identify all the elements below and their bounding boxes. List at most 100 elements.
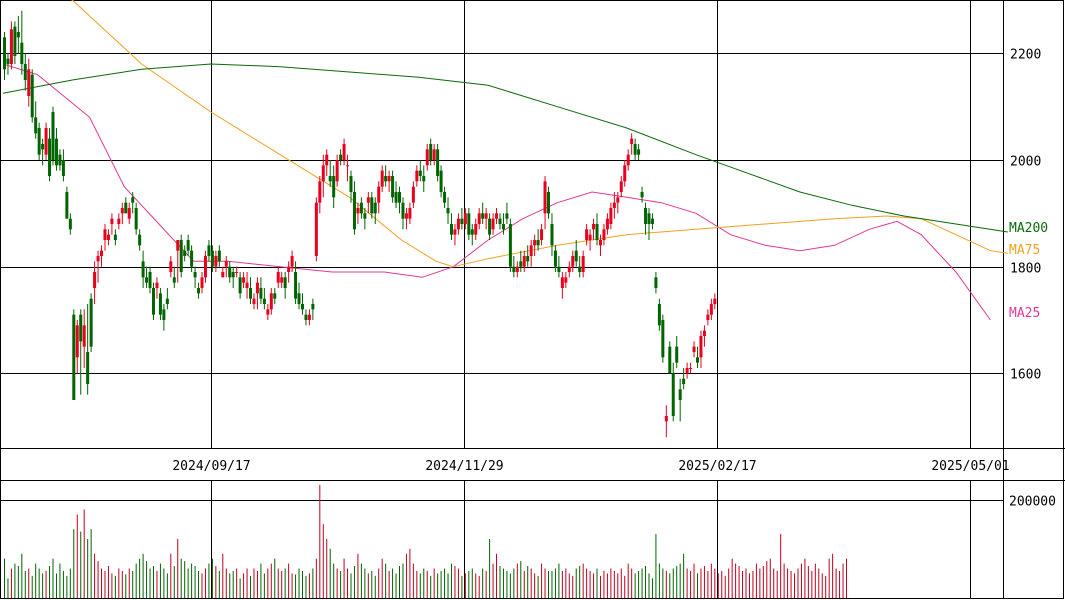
candle-body bbox=[266, 309, 270, 315]
candle-body bbox=[151, 288, 155, 315]
candle-body bbox=[54, 138, 58, 166]
candle-body bbox=[595, 224, 599, 240]
candle-body bbox=[449, 224, 453, 235]
candle-body bbox=[547, 192, 551, 214]
candle-body bbox=[675, 346, 679, 363]
candle-body bbox=[13, 26, 17, 56]
candle-body bbox=[522, 256, 526, 267]
candle-body bbox=[34, 117, 38, 134]
candle-body bbox=[543, 181, 547, 214]
candle-body bbox=[124, 202, 128, 214]
candle-body bbox=[432, 149, 436, 160]
candle-body bbox=[72, 314, 76, 400]
ma-label-ma75: MA75 bbox=[1009, 243, 1040, 258]
candle-body bbox=[460, 218, 464, 224]
candle-body bbox=[574, 250, 578, 262]
candle-body bbox=[692, 346, 696, 352]
candle-body bbox=[259, 288, 263, 299]
x-tick-label: 2024/09/17 bbox=[172, 459, 250, 474]
candle-body bbox=[467, 213, 471, 235]
ma-label-ma200: MA200 bbox=[1009, 221, 1048, 236]
candle-body bbox=[463, 213, 467, 224]
candle-body bbox=[512, 266, 516, 272]
candle-body bbox=[411, 186, 415, 203]
candle-body bbox=[127, 208, 131, 219]
candle-body bbox=[377, 186, 381, 203]
volume-grid bbox=[0, 480, 1003, 598]
candle-body bbox=[155, 282, 159, 288]
candle-body bbox=[498, 218, 502, 224]
candle-body bbox=[332, 176, 336, 198]
candle-body bbox=[689, 368, 693, 369]
candle-body bbox=[481, 213, 485, 219]
candle-body bbox=[456, 218, 460, 230]
candle-body bbox=[23, 64, 27, 80]
candle-body bbox=[117, 218, 121, 224]
candle-body bbox=[644, 208, 648, 224]
candle-body bbox=[401, 202, 405, 219]
candle-body bbox=[217, 250, 221, 262]
candle-body bbox=[630, 138, 634, 144]
candle-body bbox=[186, 240, 190, 251]
candle-body bbox=[203, 256, 207, 278]
candle-body bbox=[106, 234, 110, 240]
candle-body bbox=[89, 298, 93, 347]
candle-body bbox=[398, 192, 402, 203]
candle-body bbox=[696, 357, 699, 363]
candle-body bbox=[210, 250, 214, 267]
candle-body bbox=[235, 272, 239, 273]
axis-labels: 1600 1800 2000 2200 2024/09/17 2024/11/29 2025… bbox=[172, 48, 1056, 510]
candle-body bbox=[138, 234, 142, 246]
candle-body bbox=[193, 272, 197, 278]
volume-bars bbox=[4, 484, 847, 598]
candle-body bbox=[200, 277, 204, 288]
candle-body bbox=[578, 266, 582, 272]
candle-body bbox=[307, 314, 311, 320]
candle-body bbox=[41, 144, 45, 150]
candle-body bbox=[581, 256, 585, 272]
candle-body bbox=[637, 149, 641, 155]
candle-body bbox=[197, 288, 201, 294]
candle-body bbox=[540, 229, 544, 240]
candle-body bbox=[96, 256, 100, 262]
candle-body bbox=[190, 250, 194, 267]
candle-body bbox=[422, 176, 426, 182]
candle-body bbox=[352, 192, 356, 230]
candle-body bbox=[685, 368, 689, 374]
candle-body bbox=[602, 229, 606, 240]
candle-body bbox=[328, 176, 332, 182]
x-tick-label: 2025/05/01 bbox=[931, 459, 1009, 474]
candle-body bbox=[172, 277, 176, 283]
candle-body bbox=[623, 165, 627, 182]
candle-body bbox=[664, 416, 668, 422]
candle-body bbox=[314, 202, 318, 256]
candle-body bbox=[633, 144, 637, 155]
candle-body bbox=[75, 325, 79, 358]
candle-body bbox=[6, 58, 10, 64]
candle-body bbox=[654, 277, 658, 288]
y-tick-label: 1600 bbox=[1010, 368, 1041, 383]
candle-body bbox=[86, 352, 90, 384]
candle-body bbox=[619, 181, 623, 192]
candle-body bbox=[349, 176, 353, 192]
candle-body bbox=[470, 229, 474, 235]
candle-body bbox=[418, 170, 422, 176]
candle-body bbox=[557, 266, 561, 272]
candle-body bbox=[103, 229, 107, 240]
candle-body bbox=[650, 218, 654, 224]
candle-body bbox=[491, 218, 495, 230]
candle-body bbox=[283, 277, 287, 288]
candlestick-series bbox=[3, 10, 717, 438]
candle-body bbox=[148, 272, 152, 288]
candle-body bbox=[51, 112, 55, 160]
candle-body bbox=[616, 197, 620, 203]
candle-body bbox=[588, 234, 592, 240]
candle-body bbox=[515, 266, 519, 272]
candle-body bbox=[709, 304, 713, 315]
candle-body bbox=[169, 261, 173, 272]
candle-body bbox=[61, 160, 65, 176]
candle-body bbox=[477, 213, 481, 224]
candle-body bbox=[439, 170, 443, 192]
candle-body bbox=[640, 192, 644, 198]
